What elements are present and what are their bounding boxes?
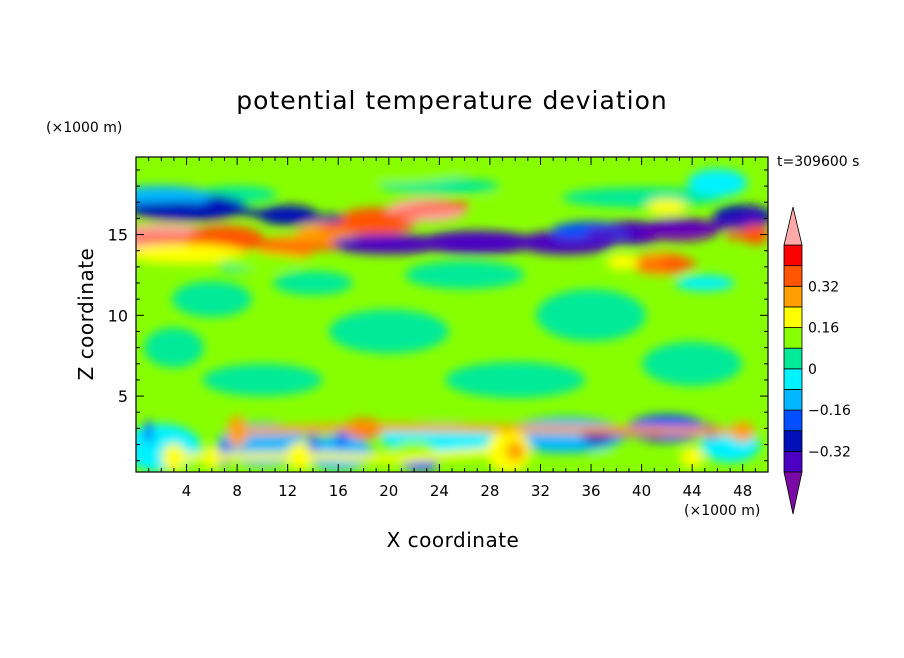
x-tick-label: 48 xyxy=(733,482,752,500)
field-patch xyxy=(144,419,153,444)
colorbar-tick-label: 0.16 xyxy=(808,321,839,337)
colorbar-tick-label: 0 xyxy=(808,362,817,378)
colorbar-box xyxy=(783,265,803,287)
x-tick-label: 12 xyxy=(278,482,297,500)
x-tick-label: 32 xyxy=(531,482,550,500)
x-tick-label: 4 xyxy=(182,482,192,500)
colorbar-box xyxy=(783,430,803,452)
field-patch xyxy=(272,271,353,295)
field-patch xyxy=(171,281,252,318)
colorbar-box xyxy=(783,285,803,308)
field-patch xyxy=(642,341,743,386)
colorbar-box xyxy=(783,409,803,432)
field-patch xyxy=(475,195,556,216)
colorbar-box xyxy=(783,327,803,349)
colorbar-box xyxy=(783,347,803,370)
field-patch xyxy=(328,309,449,354)
chart-title: potential temperature deviation xyxy=(236,86,668,115)
y-axis-label: Z coordinate xyxy=(74,247,98,381)
feature-strand xyxy=(334,237,621,249)
colorbar: 0.32 0.16 0 −0.16 −0.32 xyxy=(783,206,851,515)
x-tick-label: 36 xyxy=(581,482,600,500)
colorbar-box xyxy=(783,306,803,328)
field-patch xyxy=(606,254,639,270)
field-patch xyxy=(687,168,748,197)
colorbar-tick-label: −0.32 xyxy=(808,444,851,460)
y-tick-label: 5 xyxy=(118,387,128,406)
feature-strand xyxy=(136,233,343,252)
colorbar-tick-label: −0.16 xyxy=(808,403,851,419)
feature-strand xyxy=(321,201,469,234)
colorbar-box xyxy=(783,450,803,473)
field-patch xyxy=(136,243,247,264)
feature-strand xyxy=(637,259,697,270)
colorbar-min-triangle xyxy=(783,471,803,515)
colorbar-max-triangle xyxy=(783,206,803,246)
field-patch xyxy=(680,447,705,468)
feature-strand xyxy=(587,211,760,237)
field-patch xyxy=(674,275,735,291)
colorbar-box xyxy=(783,244,803,267)
plot-area xyxy=(136,157,768,472)
x-unit-label: (×1000 m) xyxy=(684,503,761,519)
x-tick-label: 20 xyxy=(379,482,398,500)
field-patch xyxy=(536,289,647,342)
feature-strand xyxy=(136,201,343,223)
feature-strand xyxy=(726,230,760,241)
field-patch xyxy=(161,443,186,472)
field-patch xyxy=(404,260,525,289)
field-patch xyxy=(143,327,204,368)
feature-strand xyxy=(182,447,507,464)
field-patch xyxy=(646,199,687,216)
y-tick-label: 10 xyxy=(108,306,128,325)
x-tick-label: 24 xyxy=(430,482,449,500)
field-patch xyxy=(445,361,586,398)
time-label: t=309600 s xyxy=(777,154,860,170)
field-patch xyxy=(202,363,323,396)
field-patch xyxy=(136,185,212,206)
x-tick-label: 44 xyxy=(683,482,702,500)
field-patch xyxy=(303,434,374,471)
x-axis-label: X coordinate xyxy=(386,528,520,552)
field-patch xyxy=(591,447,616,468)
field-patch xyxy=(308,157,469,184)
colorbar-tick-label: 0.32 xyxy=(808,279,839,295)
colorbar-box xyxy=(783,368,803,390)
x-tick-label: 16 xyxy=(329,482,348,500)
z-unit-label: (×1000 m) xyxy=(46,120,123,136)
x-tick-label: 8 xyxy=(232,482,242,500)
x-tick-label: 28 xyxy=(480,482,499,500)
field-patch xyxy=(222,254,303,270)
anomaly-field xyxy=(136,157,768,472)
y-tick-label: 15 xyxy=(108,226,128,245)
field-patch xyxy=(402,459,439,472)
colorbar-box xyxy=(783,389,803,411)
field-patch xyxy=(505,441,526,461)
x-tick-label: 40 xyxy=(632,482,651,500)
field-patch xyxy=(136,423,202,472)
feature-strand xyxy=(233,422,747,436)
